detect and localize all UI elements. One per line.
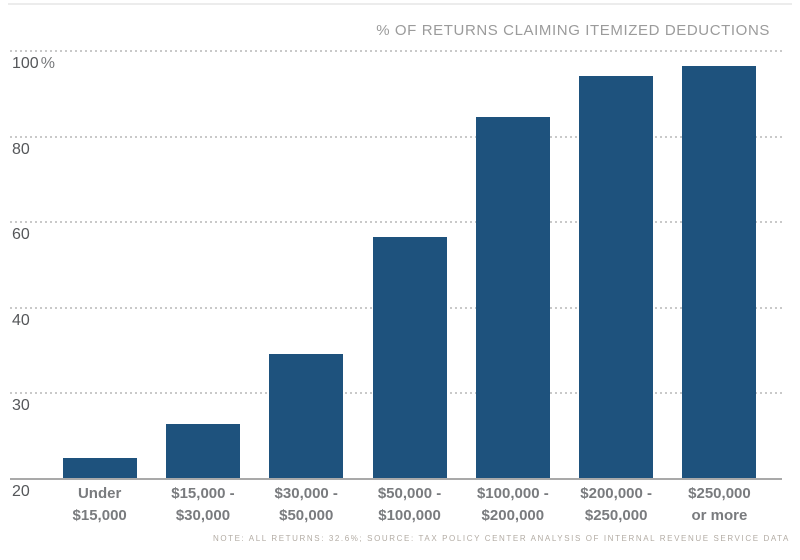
x-axis-label-6: $200,000 - $250,000 <box>580 485 653 524</box>
y-tick-label-20: 20 <box>12 483 30 500</box>
x-axis-label-3: $30,000 - $50,000 <box>274 485 338 524</box>
gridline-60 <box>10 221 782 224</box>
y-tick-label-80: 80 <box>12 140 30 158</box>
bar-3 <box>269 354 344 479</box>
bar-4 <box>372 237 447 479</box>
bar-5 <box>475 117 550 479</box>
gridline-100 <box>10 50 782 52</box>
bar-6 <box>579 75 654 479</box>
bar-7 <box>682 65 757 479</box>
x-axis-label-7: $250,000 or more <box>688 485 751 524</box>
x-axis-label-1: Under $15,000 <box>72 485 127 524</box>
x-axis-baseline <box>10 478 782 480</box>
gridline-80 <box>10 135 782 138</box>
x-axis-label-4: $50,000 - $100,000 <box>377 485 442 524</box>
top-border-line <box>8 3 792 5</box>
x-axis-label-2: $15,000 - $30,000 <box>171 485 235 524</box>
bar-2 <box>165 424 240 479</box>
y-tick-label-40: 40 <box>12 311 30 329</box>
x-axis-label-5: $100,000 - $200,000 <box>476 485 549 524</box>
y-tick-label-60: 60 <box>12 226 30 244</box>
y-tick-label-30: 30 <box>12 397 30 415</box>
chart-title: % OF RETURNS CLAIMING ITEMIZED DEDUCTION… <box>376 22 770 39</box>
y-tick-label-100: 100% <box>12 55 55 72</box>
source-note: NOTE: ALL RETURNS: 32.6%; SOURCE: TAX PO… <box>212 534 790 543</box>
bar-1 <box>62 457 137 479</box>
